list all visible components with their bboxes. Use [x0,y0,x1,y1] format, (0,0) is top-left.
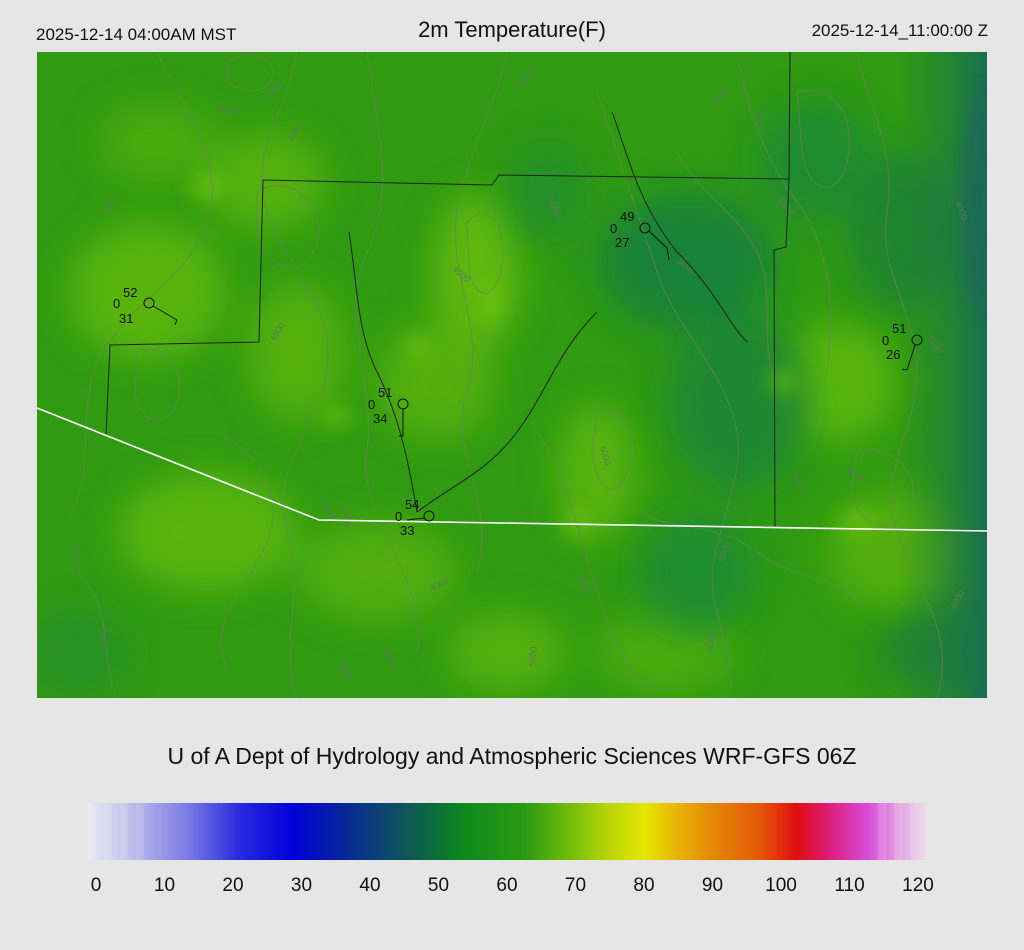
station-plot: 54 0 33 [395,497,435,538]
station-cloud: 0 [882,333,889,348]
colorbar-tick: 20 [222,875,244,896]
station-cloud: 0 [113,296,120,311]
colorbar-tick: 100 [765,875,797,896]
station-temp: 49 [620,209,634,224]
colorbar-tick: 120 [902,875,934,896]
station-dewpoint: 26 [886,347,900,362]
colorbar-tick: 80 [633,875,655,896]
station-dewpoint: 34 [373,411,387,426]
station-cloud: 0 [395,509,402,524]
station-temp: 52 [123,285,137,300]
contour-label: 5000 [754,106,767,127]
local-time-label: 2025-12-14 04:00AM MST [36,25,237,44]
credit-line: U of A Dept of Hydrology and Atmospheric… [167,743,857,769]
map-title: 2m Temperature(F) [418,17,606,42]
station-plot: 49 0 27 [610,209,670,261]
colorbar-tick: 70 [564,875,587,896]
state-boundary [37,407,987,532]
station-plot: 51 0 34 [368,385,409,437]
colorbar-tick: 110 [834,875,865,896]
colorbar [88,803,926,860]
station-dewpoint: 33 [400,523,414,538]
station-temp: 51 [378,385,392,400]
colorbar-bands [88,803,918,860]
station-plots: 52 0 31 49 0 27 51 0 34 [113,209,923,538]
station-temp: 54 [405,497,419,512]
colorbar-tick: 60 [496,875,518,896]
contour-label: 5000 [97,626,110,647]
contour-label: 5000 [527,646,539,667]
station-plot: 51 0 26 [882,321,923,371]
elevation-contours [66,52,943,698]
colorbar-tick: 50 [427,875,450,896]
colorbar-tick: 0 [90,875,102,896]
contour-label: 5000 [70,546,83,567]
station-cloud: 0 [368,397,375,412]
station-temp: 51 [892,321,906,336]
station-cloud: 0 [610,221,617,236]
colorbar-tick: 30 [290,875,313,896]
contour-label: 4000 [340,506,353,527]
temperature-map: 4000 4000 4500 5000 4000 5000 5000 4000 … [37,52,987,698]
contour-label: 4000 [704,631,717,652]
colorbar-tick: 40 [359,875,381,896]
station-dewpoint: 31 [119,311,133,326]
station-dewpoint: 27 [615,235,629,250]
utc-time-label: 2025-12-14_11:00:00 Z [811,21,988,40]
colorbar-tick: 90 [701,875,724,896]
county-boundaries [105,52,791,528]
colorbar-tick: 10 [153,875,176,896]
colorbar-ticks: 0 10 20 30 40 50 60 70 80 90 100 110 120 [0,875,1024,903]
station-plot: 52 0 31 [113,285,178,326]
